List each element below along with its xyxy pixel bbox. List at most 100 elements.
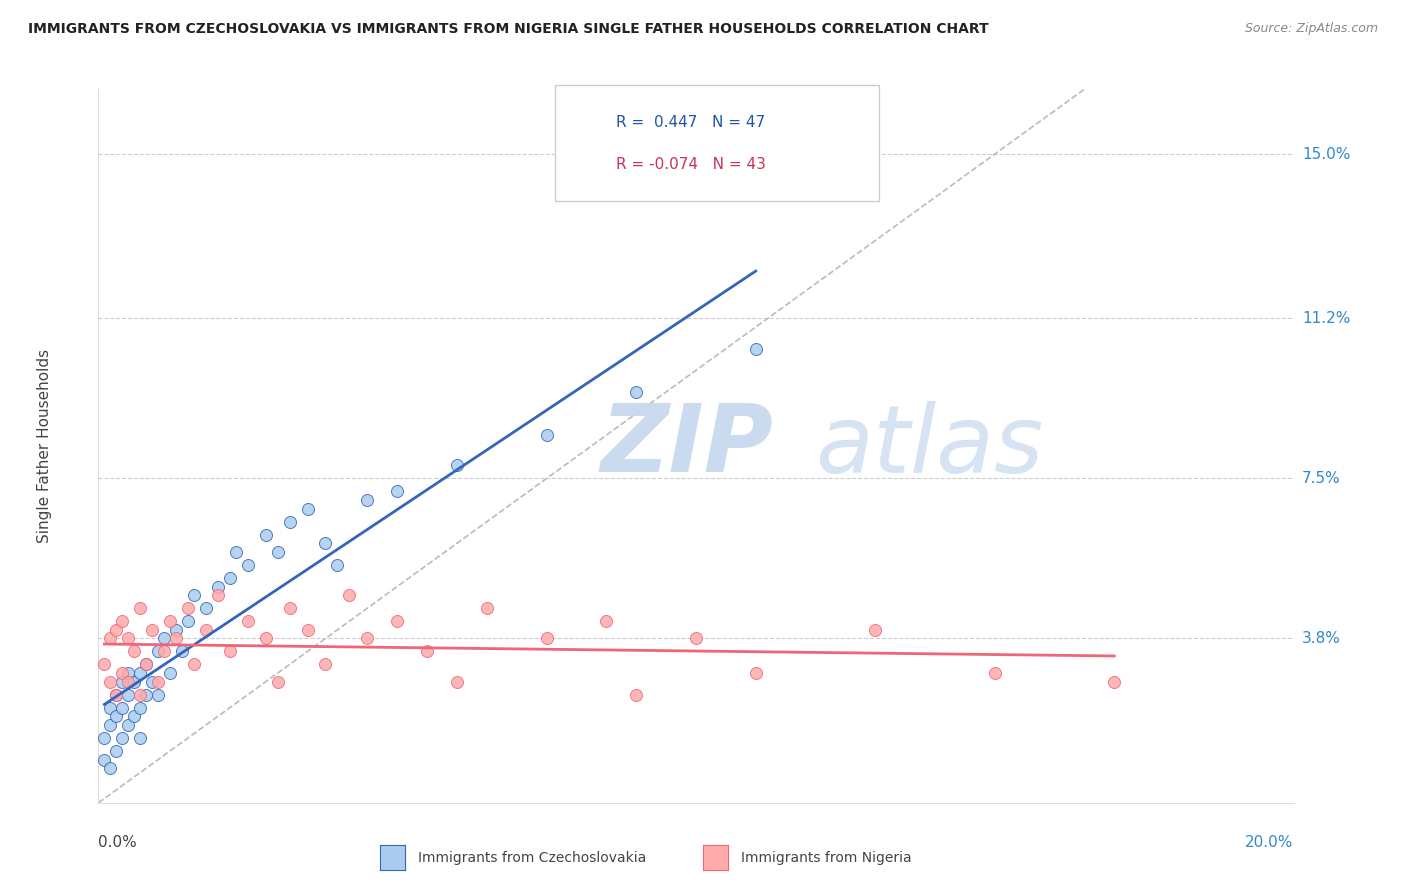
Point bbox=[315, 536, 337, 550]
Point bbox=[129, 688, 152, 702]
Point bbox=[159, 666, 181, 681]
Point bbox=[105, 709, 128, 723]
Point bbox=[148, 688, 170, 702]
Point bbox=[315, 657, 337, 672]
Point bbox=[135, 657, 157, 672]
Point bbox=[124, 709, 146, 723]
Point bbox=[153, 644, 176, 658]
Point bbox=[105, 688, 128, 702]
Point bbox=[267, 545, 290, 559]
Point bbox=[153, 632, 176, 646]
Point bbox=[297, 623, 319, 637]
Point bbox=[117, 632, 139, 646]
Text: Immigrants from Nigeria: Immigrants from Nigeria bbox=[741, 851, 911, 865]
Point bbox=[624, 688, 647, 702]
Point bbox=[475, 601, 498, 615]
Point bbox=[141, 623, 163, 637]
Point bbox=[219, 571, 242, 585]
Point bbox=[93, 657, 115, 672]
Point bbox=[385, 484, 409, 499]
Text: 20.0%: 20.0% bbox=[1246, 835, 1294, 850]
Point bbox=[98, 632, 122, 646]
Point bbox=[685, 632, 707, 646]
Point bbox=[165, 623, 187, 637]
Point bbox=[172, 644, 194, 658]
Point bbox=[148, 644, 170, 658]
Point bbox=[194, 623, 218, 637]
Point bbox=[194, 601, 218, 615]
Point bbox=[111, 666, 134, 681]
Point bbox=[356, 493, 378, 508]
Text: 3.8%: 3.8% bbox=[1302, 631, 1341, 646]
Point bbox=[93, 731, 115, 745]
Point bbox=[148, 674, 170, 689]
Point bbox=[93, 753, 115, 767]
Point bbox=[595, 614, 617, 628]
Point bbox=[129, 700, 152, 714]
Point bbox=[416, 644, 439, 658]
Point bbox=[124, 644, 146, 658]
Point bbox=[183, 657, 205, 672]
Point bbox=[446, 674, 468, 689]
Point bbox=[117, 688, 139, 702]
Point bbox=[297, 501, 319, 516]
Text: 15.0%: 15.0% bbox=[1302, 146, 1350, 161]
Point bbox=[326, 558, 349, 572]
Point bbox=[207, 580, 229, 594]
Point bbox=[1104, 674, 1126, 689]
Point bbox=[983, 666, 1005, 681]
Text: atlas: atlas bbox=[815, 401, 1043, 491]
Point bbox=[117, 718, 139, 732]
Point bbox=[177, 601, 200, 615]
Point bbox=[135, 657, 157, 672]
Point bbox=[356, 632, 378, 646]
Text: Immigrants from Czechoslovakia: Immigrants from Czechoslovakia bbox=[418, 851, 645, 865]
Point bbox=[536, 632, 558, 646]
Point bbox=[207, 588, 229, 602]
Point bbox=[105, 688, 128, 702]
Point bbox=[124, 674, 146, 689]
Point bbox=[98, 674, 122, 689]
Point bbox=[236, 614, 259, 628]
Point bbox=[159, 614, 181, 628]
Text: Single Father Households: Single Father Households bbox=[37, 349, 52, 543]
Point bbox=[105, 744, 128, 758]
Point bbox=[129, 666, 152, 681]
Point bbox=[165, 632, 187, 646]
Text: R = -0.074   N = 43: R = -0.074 N = 43 bbox=[616, 157, 766, 171]
Point bbox=[745, 666, 768, 681]
Point bbox=[98, 718, 122, 732]
Point bbox=[111, 674, 134, 689]
Point bbox=[183, 588, 205, 602]
Point bbox=[98, 761, 122, 775]
Point bbox=[117, 674, 139, 689]
Point bbox=[385, 614, 409, 628]
Text: R =  0.447   N = 47: R = 0.447 N = 47 bbox=[616, 115, 765, 129]
Text: 7.5%: 7.5% bbox=[1302, 471, 1340, 486]
Text: IMMIGRANTS FROM CZECHOSLOVAKIA VS IMMIGRANTS FROM NIGERIA SINGLE FATHER HOUSEHOL: IMMIGRANTS FROM CZECHOSLOVAKIA VS IMMIGR… bbox=[28, 22, 988, 37]
Point bbox=[536, 428, 558, 442]
Point bbox=[267, 674, 290, 689]
Point bbox=[117, 666, 139, 681]
Point bbox=[111, 700, 134, 714]
Point bbox=[141, 674, 163, 689]
Point bbox=[865, 623, 887, 637]
Point bbox=[177, 614, 200, 628]
Point bbox=[111, 731, 134, 745]
Text: ZIP: ZIP bbox=[600, 400, 773, 492]
Point bbox=[129, 601, 152, 615]
Point bbox=[278, 601, 301, 615]
Point bbox=[339, 588, 360, 602]
Point bbox=[745, 342, 768, 356]
Point bbox=[254, 632, 277, 646]
Point bbox=[254, 527, 277, 541]
Point bbox=[446, 458, 468, 473]
Text: 0.0%: 0.0% bbox=[98, 835, 138, 850]
Point bbox=[135, 688, 157, 702]
Point bbox=[111, 614, 134, 628]
Point bbox=[105, 623, 128, 637]
Point bbox=[236, 558, 259, 572]
Point bbox=[624, 384, 647, 399]
Point bbox=[225, 545, 247, 559]
Point bbox=[98, 700, 122, 714]
